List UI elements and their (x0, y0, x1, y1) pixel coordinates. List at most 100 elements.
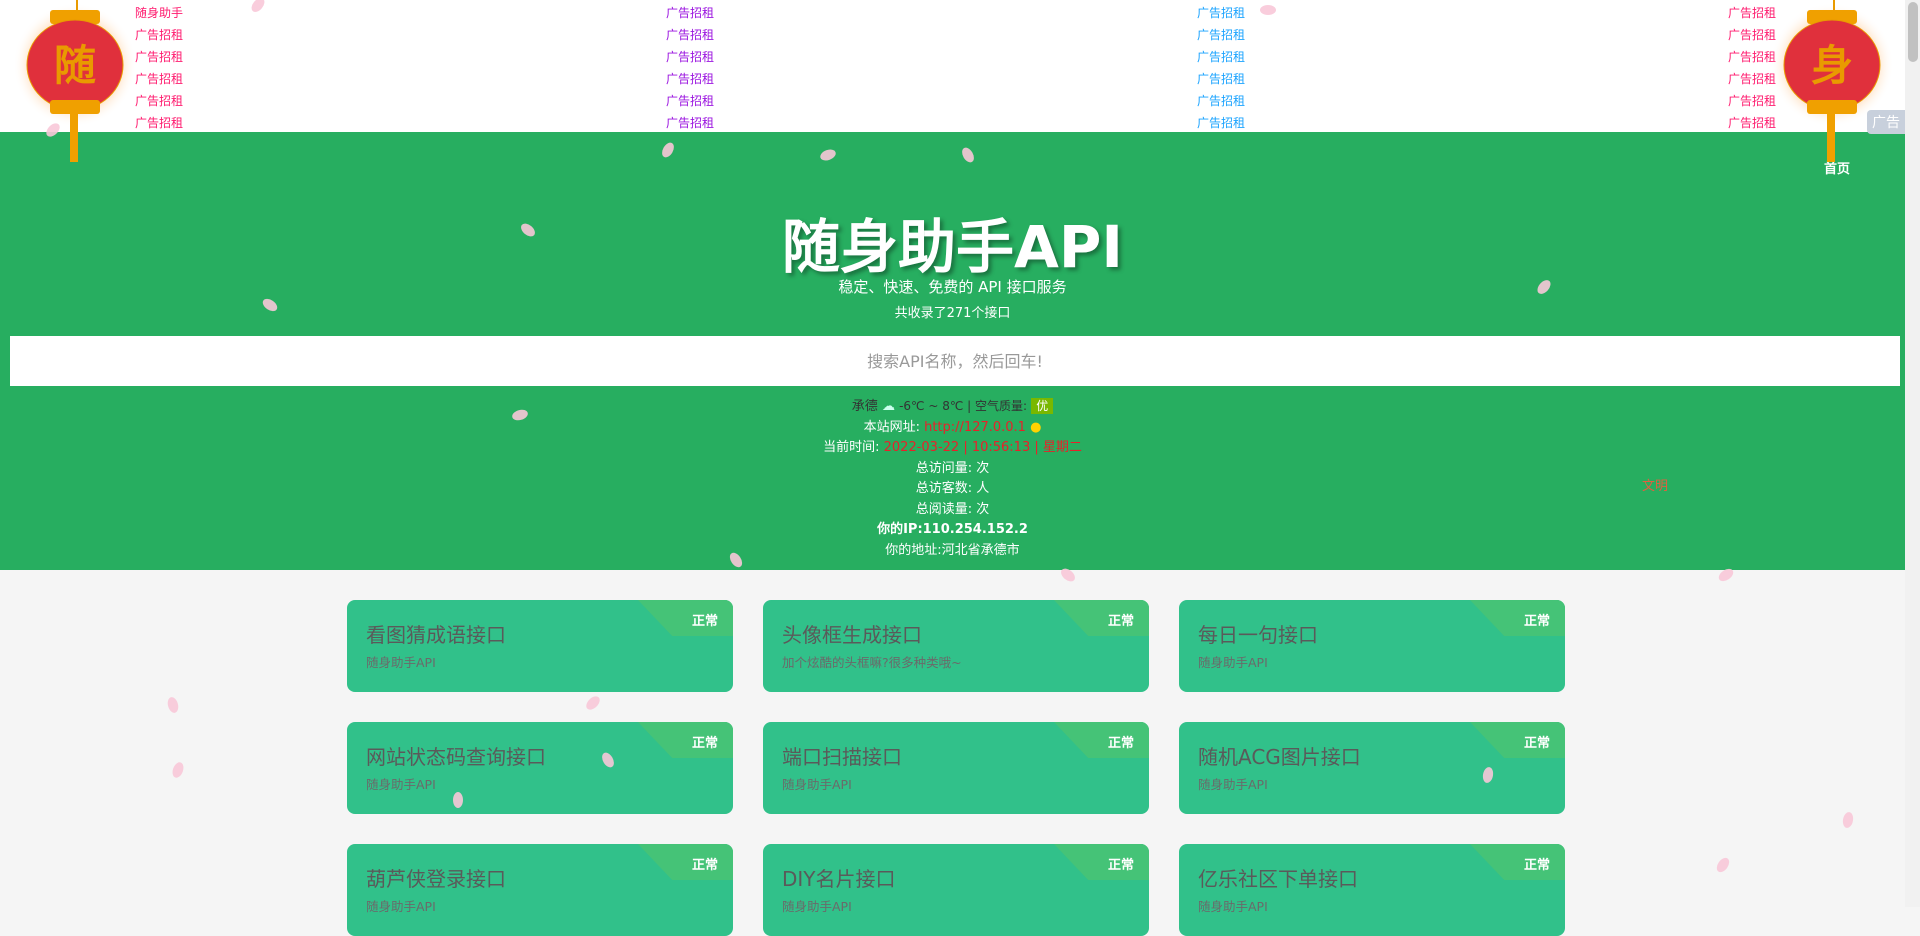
ad-column: 广告招租 广告招租 广告招租 广告招租 广告招租 广告招租 (666, 2, 714, 134)
ad-link[interactable]: 广告招租 (1197, 94, 1246, 108)
scrollbar-thumb[interactable] (1908, 2, 1918, 62)
api-card[interactable]: 正常每日一句接口随身助手API (1179, 600, 1565, 692)
petal-decoration (1714, 855, 1732, 875)
api-card[interactable]: 正常看图猜成语接口随身助手API (347, 600, 733, 692)
ad-link[interactable]: 广告招租 (1197, 6, 1246, 20)
api-card[interactable]: 正常 亿乐社区下单接口 随身助手API (1179, 844, 1565, 936)
ad-link[interactable]: 广告招租 (1197, 50, 1246, 64)
search-input[interactable] (10, 336, 1900, 386)
api-card[interactable]: 正常 端口扫描接口 随身助手API (763, 722, 1149, 814)
petal-decoration (453, 792, 463, 808)
info-panel: 承德 ☁ -6℃ ~ 8℃ | 空气质量: 优 本站网址: http://127… (0, 396, 1905, 561)
api-card[interactable]: 正常 DIY名片接口随身助手API (763, 844, 1149, 936)
ad-link[interactable]: 广告招租 (666, 6, 715, 20)
api-desc: 随身助手API (782, 899, 852, 914)
ad-link[interactable]: 广告招租 (135, 72, 184, 86)
petal-decoration (1260, 5, 1276, 15)
ad-link[interactable]: 广告招租 (135, 28, 184, 42)
api-card[interactable]: 正常 随机ACG图片接口 随身助手API (1179, 722, 1565, 814)
api-title: 网站状态码查询接口 (366, 745, 546, 769)
status-corner (1470, 600, 1565, 636)
status-corner (1054, 722, 1149, 758)
ad-link[interactable]: 广告招租 (1728, 50, 1777, 64)
ad-link[interactable]: 广告招租 (666, 28, 715, 42)
ad-link[interactable]: 随身助手 (135, 6, 184, 20)
status-corner (1470, 844, 1565, 880)
api-desc: 随身助手API (1198, 655, 1268, 670)
total-reads: 总阅读量: 次 (915, 501, 990, 517)
ad-link[interactable]: 广告招租 (1197, 28, 1246, 42)
cloud-icon: ☁ (881, 399, 895, 414)
api-title: 随机ACG图片接口 (1198, 745, 1361, 769)
api-title: 头像框生成接口 (782, 623, 922, 647)
total-visits: 总访问量: 次 (915, 460, 990, 476)
page-title: 随身助手API (782, 213, 1123, 281)
ad-link[interactable]: 广告招租 (666, 116, 715, 130)
ad-link[interactable]: 广告招租 (1728, 94, 1777, 108)
api-count: 共收录了271个接口 (894, 306, 1011, 321)
hero-section: 首页 随身助手API 稳定、快速、免费的 API 接口服务 共收录了271个接口… (0, 132, 1905, 570)
site-url[interactable]: http://127.0.0.1 (924, 419, 1026, 435)
ad-link[interactable]: 广告招租 (666, 94, 715, 108)
api-title: 端口扫描接口 (782, 745, 902, 769)
wenming-text: 文明 (1642, 479, 1669, 494)
api-title: 亿乐社区下单接口 (1198, 867, 1358, 891)
api-title: 每日一句接口 (1198, 623, 1318, 647)
status-badge: 正常 (1523, 614, 1550, 629)
status-badge: 正常 (691, 614, 718, 629)
api-desc: 随身助手API (366, 777, 436, 792)
ad-link[interactable]: 广告招租 (1728, 28, 1777, 42)
site-label: 本站网址: (863, 419, 920, 435)
api-title: DIY名片接口 (782, 867, 896, 891)
user-ip: 你的IP:110.254.152.2 (877, 522, 1028, 537)
api-card[interactable]: 正常 葫芦侠登录接口 随身助手API (347, 844, 733, 936)
status-badge: 正常 (1107, 736, 1134, 751)
lantern-left-icon: 随 (15, 0, 135, 162)
current-time: 2022-03-22 | 10:56:13 | 星期二 (883, 440, 1082, 455)
ad-column: 广告招租 广告招租 广告招租 广告招租 广告招租 广告招租 (1728, 2, 1776, 134)
api-card-grid: 正常 看图猜成语接口 随身助手API 正常 头像框生成接口 加个炫酷的头框嘛?很多种类哦~… (347, 600, 1565, 936)
status-badge: 正常 (691, 858, 718, 873)
api-card[interactable]: 正常 头像框生成接口 加个炫酷的头框嘛?很多种类哦~ (763, 600, 1149, 692)
ad-link[interactable]: 广告招租 (135, 50, 184, 64)
status-corner (1054, 844, 1149, 880)
weather: 承德 ☁ -6℃ ~ 8℃ | 空气质量: 优 (0, 396, 1905, 418)
status-corner (638, 600, 733, 636)
weather-temp: -6℃ ~ 8℃ | 空气质量: (899, 399, 1028, 413)
weather-city: 承德 (851, 399, 878, 414)
ad-link[interactable]: 广告招租 (1197, 72, 1246, 86)
ad-link[interactable]: 广告招租 (666, 72, 715, 86)
status-badge: 正常 (1107, 858, 1134, 873)
api-card[interactable]: 正常网站状态码查询接口随身助手API (347, 722, 733, 814)
subtitle: 稳定、快速、免费的 API 接口服务 (838, 278, 1067, 296)
status-badge: 正常 (1107, 614, 1134, 629)
sun-icon: ● (1030, 419, 1042, 435)
aqi-badge: 优 (1031, 398, 1054, 414)
status-corner (638, 722, 733, 758)
scrollbar[interactable] (1905, 0, 1920, 907)
ad-link[interactable]: 广告招租 (1728, 116, 1777, 130)
ad-link[interactable]: 广告招租 (1728, 6, 1777, 20)
status-badge: 正常 (691, 736, 718, 751)
ad-link[interactable]: 广告招租 (666, 50, 715, 64)
ad-link[interactable]: 广告招租 (135, 94, 184, 108)
svg-text:随: 随 (54, 41, 96, 90)
user-address: 你的地址:河北省承德市 (885, 542, 1020, 558)
time-label: 当前时间: (823, 440, 880, 455)
api-desc: 随身助手API (1198, 777, 1268, 792)
ad-link[interactable]: 广告招租 (1728, 72, 1777, 86)
api-title: 看图猜成语接口 (366, 623, 506, 647)
api-desc: 随身助手API (366, 655, 436, 670)
ad-column: 广告招租 广告招租 广告招租 广告招租 广告招租 广告招租 (1197, 2, 1245, 134)
ad-link[interactable]: 广告招租 (135, 116, 184, 130)
petal-decoration (170, 760, 186, 780)
status-corner (638, 844, 733, 880)
petal-decoration (1841, 811, 1855, 829)
ad-link[interactable]: 广告招租 (1197, 116, 1246, 130)
nav-home[interactable]: 首页 (1823, 162, 1850, 177)
api-desc: 随身助手API (366, 899, 436, 914)
petal-decoration (166, 695, 180, 715)
lantern-right-icon: 身 (1772, 0, 1892, 162)
status-corner (1054, 600, 1149, 636)
ad-tag[interactable]: 广告 (1867, 110, 1905, 134)
